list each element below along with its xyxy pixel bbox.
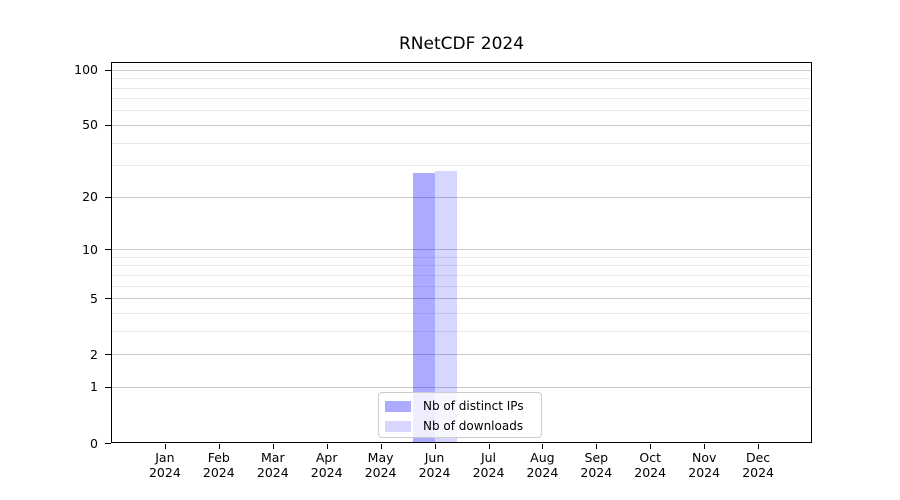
x-tick-mark bbox=[542, 444, 544, 449]
legend-swatch-downloads bbox=[385, 420, 411, 432]
gridline-major bbox=[112, 386, 812, 388]
y-tick-label: 2 bbox=[90, 346, 98, 362]
x-tick-label-oct: Oct 2024 bbox=[634, 450, 667, 480]
bar-nb-of-distinct-ips-jun bbox=[412, 173, 435, 443]
legend-swatch-distinct-ips bbox=[385, 400, 411, 412]
x-tick-label-feb: Feb 2024 bbox=[202, 450, 235, 480]
x-tick-mark bbox=[164, 444, 166, 449]
x-tick-label-sep: Sep 2024 bbox=[580, 450, 613, 480]
legend-label-distinct-ips: Nb of distinct IPs bbox=[423, 399, 524, 413]
x-tick-mark bbox=[272, 444, 274, 449]
gridline-major bbox=[112, 354, 812, 356]
x-tick-mark bbox=[218, 444, 220, 449]
x-tick-mark bbox=[704, 444, 706, 449]
y-tick-label: 100 bbox=[74, 62, 98, 78]
gridline-minor bbox=[112, 98, 812, 100]
y-tick-label: 10 bbox=[82, 241, 98, 257]
x-tick-mark bbox=[488, 444, 490, 449]
x-tick-mark bbox=[434, 444, 436, 449]
x-tick-label-jul: Jul 2024 bbox=[472, 450, 505, 480]
plot-border bbox=[111, 62, 812, 443]
bar-nb-of-downloads-jun bbox=[434, 170, 457, 443]
x-tick-label-nov: Nov 2024 bbox=[688, 450, 721, 480]
gridline-minor bbox=[112, 110, 812, 112]
legend: Nb of distinct IPs Nb of downloads bbox=[378, 392, 542, 438]
chart-title: RNetCDF 2024 bbox=[398, 34, 525, 54]
gridline-minor bbox=[112, 78, 812, 80]
y-tick-mark bbox=[105, 298, 111, 299]
gridline-minor bbox=[112, 87, 812, 89]
y-tick-mark bbox=[105, 124, 111, 126]
x-tick-mark bbox=[380, 444, 382, 449]
x-tick-mark bbox=[326, 444, 328, 449]
legend-item-downloads: Nb of downloads bbox=[385, 416, 533, 436]
x-tick-label-dec: Dec 2024 bbox=[742, 450, 774, 480]
gridline-minor bbox=[112, 265, 812, 267]
gridline-major bbox=[112, 249, 812, 250]
gridline-major bbox=[112, 298, 812, 299]
gridline-major bbox=[112, 124, 812, 126]
gridline-major bbox=[112, 69, 812, 71]
x-tick-mark bbox=[758, 444, 760, 449]
legend-label-downloads: Nb of downloads bbox=[423, 419, 524, 433]
legend-item-distinct-ips: Nb of distinct IPs bbox=[385, 396, 533, 416]
y-tick-mark bbox=[105, 69, 111, 71]
y-tick-mark bbox=[105, 249, 111, 250]
y-tick-mark bbox=[105, 386, 111, 388]
y-tick-mark bbox=[105, 443, 111, 444]
x-tick-label-may: May 2024 bbox=[364, 450, 397, 480]
gridline-minor bbox=[112, 274, 812, 276]
x-tick-label-jun: Jun 2024 bbox=[418, 450, 451, 480]
gridline-minor bbox=[112, 330, 812, 332]
gridline-major bbox=[112, 196, 812, 198]
gridline-minor bbox=[112, 142, 812, 144]
x-tick-label-jan: Jan 2024 bbox=[148, 450, 181, 480]
gridline-minor bbox=[112, 312, 812, 314]
gridline-minor bbox=[112, 285, 812, 287]
x-tick-mark bbox=[650, 444, 652, 449]
x-tick-label-apr: Apr 2024 bbox=[310, 450, 343, 480]
x-tick-label-aug: Aug 2024 bbox=[526, 450, 559, 480]
y-tick-label: 20 bbox=[82, 189, 98, 205]
gridline-minor bbox=[112, 256, 812, 258]
y-tick-label: 1 bbox=[90, 379, 98, 395]
y-tick-mark bbox=[105, 354, 111, 356]
y-tick-label: 50 bbox=[82, 117, 98, 133]
y-tick-mark bbox=[105, 196, 111, 198]
y-tick-label: 5 bbox=[90, 290, 98, 306]
y-tick-label: 0 bbox=[90, 435, 98, 451]
x-tick-mark bbox=[596, 444, 598, 449]
gridline-minor bbox=[112, 165, 812, 167]
x-tick-label-mar: Mar 2024 bbox=[256, 450, 289, 480]
